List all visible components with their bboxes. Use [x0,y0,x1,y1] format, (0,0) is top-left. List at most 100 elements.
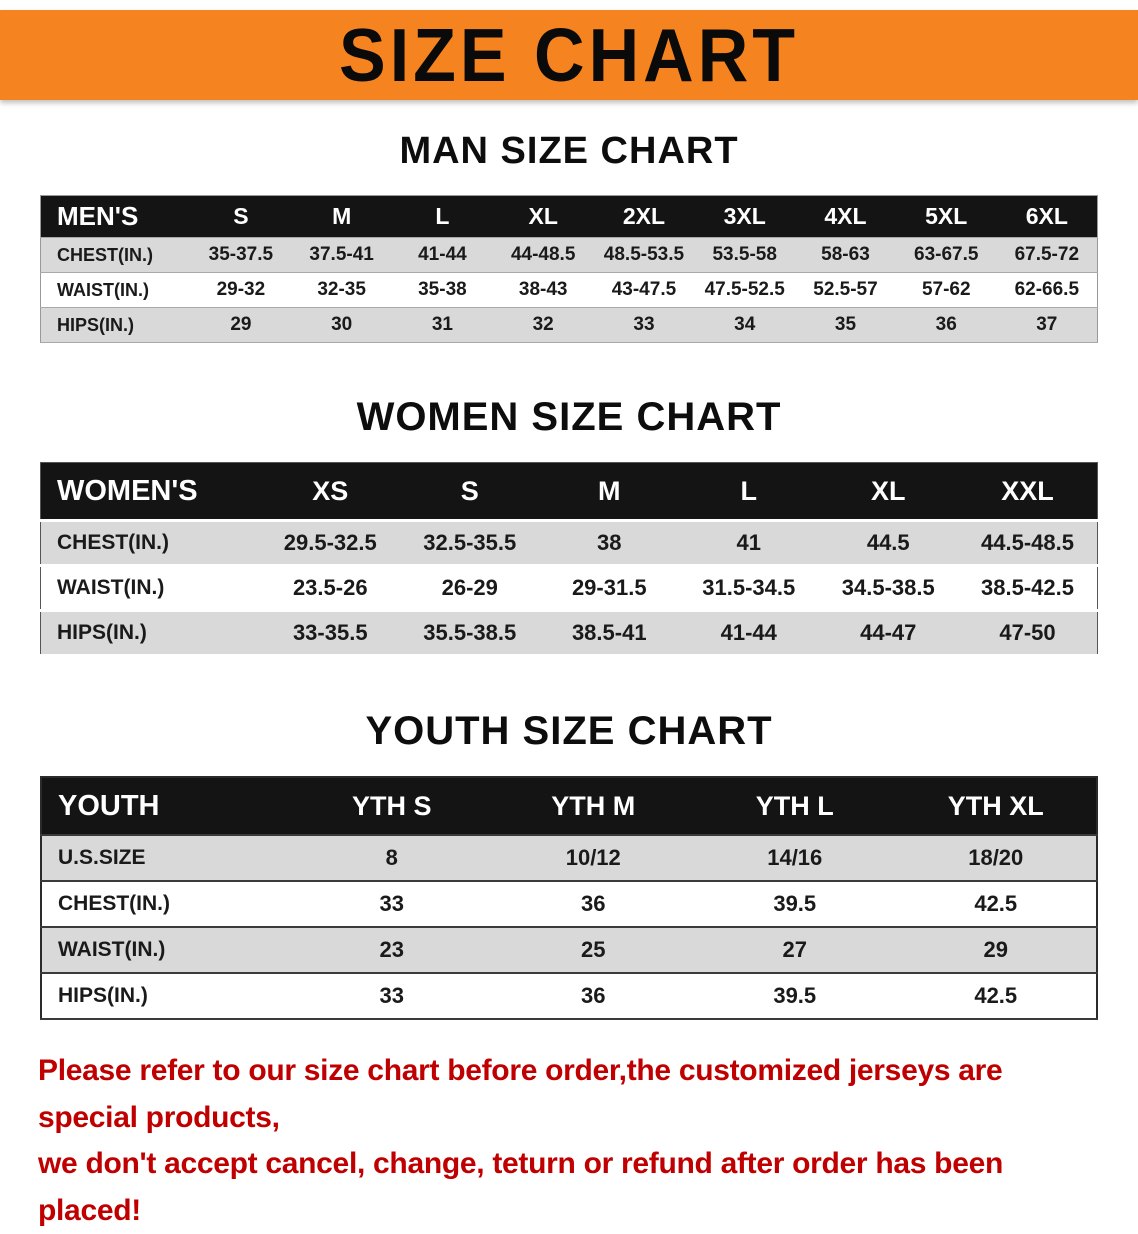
size-value-cell: 29 [895,926,1097,974]
size-value-cell: 37 [996,307,1098,343]
measurement-row-label: HIPS(IN.) [41,972,291,1020]
size-value-cell: 44-48.5 [492,237,594,273]
size-value-cell: 38-43 [492,272,594,308]
men-size-table: MEN'S S M L XL 2XL 3XL 4XL 5XL 6XL CHEST(IN.) 35-37… [40,195,1098,343]
size-column-header: YTH L [694,777,896,835]
size-value-cell: 30 [291,307,393,343]
disclaimer-line-1: Please refer to our size chart before or… [38,1054,1003,1134]
size-column-header: 6XL [996,195,1098,238]
size-value-cell: 62-66.5 [996,272,1098,308]
size-value-cell: 38 [539,519,679,567]
table-header-row: YOUTH YTH S YTH M YTH L YTH XL [41,777,1097,835]
size-value-cell: 67.5-72 [996,237,1098,273]
size-value-cell: 58-63 [795,237,896,273]
size-value-cell: 38.5-41 [539,609,679,657]
size-column-header: YTH M [492,777,694,835]
size-value-cell: 8 [291,834,493,882]
size-column-header: 2XL [593,195,695,238]
size-column-header: M [291,195,393,238]
size-value-cell: 43-47.5 [593,272,695,308]
size-value-cell: 34.5-38.5 [818,564,958,612]
measurement-row-label: WAIST(IN.) [40,564,261,612]
size-value-cell: 33 [291,880,493,928]
size-value-cell: 32.5-35.5 [400,519,540,567]
size-value-cell: 36 [895,307,997,343]
size-chart-page: { "banner": { "title": "SIZE CHART", "bg… [0,10,1138,1227]
size-value-cell: 35 [795,307,896,343]
measurement-row-label: CHEST(IN.) [40,237,191,273]
measurement-row-label: WAIST(IN.) [40,272,191,308]
size-value-cell: 27 [694,926,896,974]
size-value-cell: 23.5-26 [260,564,400,612]
size-value-cell: 63-67.5 [895,237,997,273]
size-value-cell: 52.5-57 [795,272,896,308]
size-column-header: XL [492,195,594,238]
size-column-header: XXL [958,462,1098,521]
youth-size-table: YOUTH YTH S YTH M YTH L YTH XL U.S.SIZE 8 10/12… [40,776,1098,1020]
size-value-cell: 23 [291,926,493,974]
size-value-cell: 32 [492,307,594,343]
measurement-row: U.S.SIZE 8 10/12 14/16 18/20 [41,834,1097,882]
size-chart-title: SIZE CHART [339,12,799,98]
size-value-cell: 18/20 [895,834,1097,882]
measurement-row: CHEST(IN.) 29.5-32.5 32.5-35.5 38 41 44.5 44.5… [40,519,1098,567]
size-column-header: S [190,195,292,238]
size-value-cell: 48.5-53.5 [593,237,695,273]
size-value-cell: 42.5 [895,972,1097,1020]
size-column-header: XS [260,462,400,521]
measurement-row: HIPS(IN.) 29 30 31 32 33 34 35 36 37 [40,307,1098,343]
size-value-cell: 44-47 [818,609,958,657]
size-value-cell: 36 [492,972,694,1020]
size-value-cell: 44.5 [818,519,958,567]
size-value-cell: 39.5 [694,972,896,1020]
size-column-header: YTH S [291,777,493,835]
size-value-cell: 31 [392,307,493,343]
size-value-cell: 37.5-41 [291,237,393,273]
measurement-row: HIPS(IN.) 33-35.5 35.5-38.5 38.5-41 41-44 44-… [40,609,1098,657]
size-value-cell: 34 [694,307,796,343]
size-column-header: S [400,462,540,521]
table-title-cell: WOMEN'S [40,462,261,521]
size-column-header: 4XL [795,195,896,238]
size-value-cell: 10/12 [492,834,694,882]
women-size-table: WOMEN'S XS S M L XL XXL CHEST(IN.) 29.5-32.5 32.5… [40,462,1098,657]
size-value-cell: 35.5-38.5 [400,609,540,657]
size-value-cell: 33-35.5 [260,609,400,657]
size-value-cell: 33 [291,972,493,1020]
size-column-header: M [539,462,679,521]
table-title-cell: MEN'S [40,195,191,238]
size-column-header: 5XL [895,195,997,238]
table-header-row: WOMEN'S XS S M L XL XXL [40,462,1098,521]
size-value-cell: 25 [492,926,694,974]
size-value-cell: 44.5-48.5 [958,519,1098,567]
size-value-cell: 47-50 [958,609,1098,657]
size-value-cell: 39.5 [694,880,896,928]
measurement-row: WAIST(IN.) 23.5-26 26-29 29-31.5 31.5-34.5 34… [40,564,1098,612]
measurement-row-label: CHEST(IN.) [41,880,291,928]
size-column-header: L [392,195,493,238]
size-value-cell: 38.5-42.5 [958,564,1098,612]
youth-size-section: YOUTH SIZE CHART YOUTH YTH S YTH M YTH L YTH… [0,709,1138,1020]
size-value-cell: 47.5-52.5 [694,272,796,308]
size-value-cell: 35-37.5 [190,237,292,273]
men-section-heading: MAN SIZE CHART [399,130,739,172]
size-value-cell: 41-44 [679,609,819,657]
disclaimer: Please refer to our size chart before or… [38,1048,1100,1234]
measurement-row: WAIST(IN.) 23 25 27 29 [41,926,1097,974]
size-value-cell: 26-29 [400,564,540,612]
table-title-cell: YOUTH [41,777,291,835]
size-value-cell: 33 [593,307,695,343]
table-header-row: MEN'S S M L XL 2XL 3XL 4XL 5XL 6XL [40,195,1098,238]
size-column-header: XL [818,462,958,521]
women-section-heading: WOMEN SIZE CHART [356,395,782,439]
size-value-cell: 29.5-32.5 [260,519,400,567]
size-value-cell: 41-44 [392,237,493,273]
size-value-cell: 29-31.5 [539,564,679,612]
size-value-cell: 57-62 [895,272,997,308]
size-value-cell: 32-35 [291,272,393,308]
size-value-cell: 31.5-34.5 [679,564,819,612]
size-column-header: 3XL [694,195,796,238]
size-value-cell: 29-32 [190,272,292,308]
men-size-section: MAN SIZE CHART MEN'S S M L XL 2XL 3XL 4XL 5XL 6XL… [0,130,1138,343]
size-value-cell: 35-38 [392,272,493,308]
